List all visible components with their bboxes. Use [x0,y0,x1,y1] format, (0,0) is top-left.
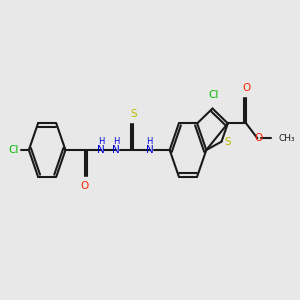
Text: CH₃: CH₃ [278,134,295,143]
Text: Cl: Cl [209,90,219,100]
Text: O: O [80,181,89,191]
Text: O: O [242,83,250,93]
Text: H: H [146,137,153,146]
Text: H: H [98,137,104,146]
Text: N: N [112,145,120,155]
Text: S: S [130,109,137,119]
Text: N: N [97,145,105,155]
Text: S: S [225,137,231,147]
Text: H: H [113,137,119,146]
Text: O: O [255,133,263,143]
Text: N: N [146,145,154,155]
Text: Cl: Cl [8,145,19,155]
